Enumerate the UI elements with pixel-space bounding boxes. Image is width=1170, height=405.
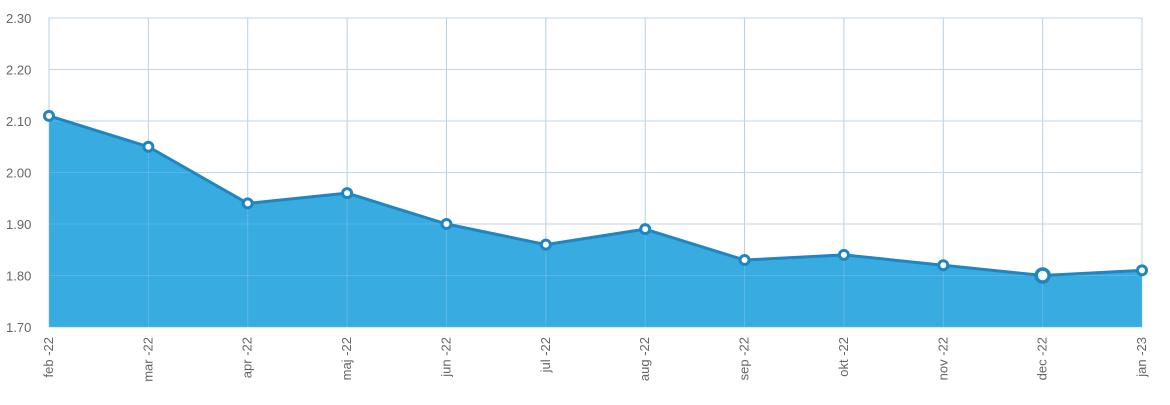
- y-tick-label: 2.10: [6, 114, 31, 129]
- x-tick-label: jan -23: [1134, 337, 1149, 378]
- data-point: [639, 223, 652, 236]
- data-point: [837, 248, 850, 261]
- x-tick-label: feb -22: [41, 337, 56, 377]
- area-fill: [49, 115, 1142, 327]
- data-point: [539, 238, 552, 251]
- area-series: [48, 17, 1143, 328]
- series-line: [48, 114, 1143, 277]
- x-tick-label: mar -22: [140, 337, 155, 382]
- x-tick-label: sep -22: [737, 337, 752, 380]
- y-axis-labels: 1.70 1.80 1.90 2.00 2.10 2.20 2.30: [6, 11, 31, 335]
- x-axis-labels: feb -22 mar -22 apr -22 maj -22 jun -22 jul -…: [41, 337, 1149, 382]
- x-tick-label: okt -22: [836, 337, 851, 377]
- data-point: [1034, 267, 1051, 284]
- data-point: [43, 109, 55, 122]
- data-point: [241, 197, 254, 210]
- data-point: [937, 259, 950, 272]
- x-tick-label: aug -22: [637, 337, 652, 381]
- data-point: [1136, 264, 1148, 277]
- y-tick-label: 2.20: [6, 63, 31, 78]
- y-tick-label: 2.00: [6, 166, 31, 181]
- data-points: [43, 109, 1148, 284]
- y-tick-label: 2.30: [6, 11, 31, 26]
- x-tick-label: dec -22: [1035, 337, 1050, 380]
- data-point: [738, 254, 751, 267]
- x-tick-label: jul -22: [538, 337, 553, 373]
- y-tick-label: 1.90: [6, 217, 31, 232]
- data-point: [440, 218, 453, 230]
- y-tick-label: 1.70: [6, 320, 31, 335]
- x-tick-label: apr -22: [240, 337, 255, 378]
- y-tick-label: 1.80: [6, 269, 31, 284]
- x-tick-label: maj -22: [339, 337, 354, 380]
- x-tick-label: nov -22: [935, 337, 950, 380]
- x-tick-label: jun -22: [438, 337, 453, 378]
- data-point: [341, 187, 354, 200]
- data-point: [142, 140, 155, 153]
